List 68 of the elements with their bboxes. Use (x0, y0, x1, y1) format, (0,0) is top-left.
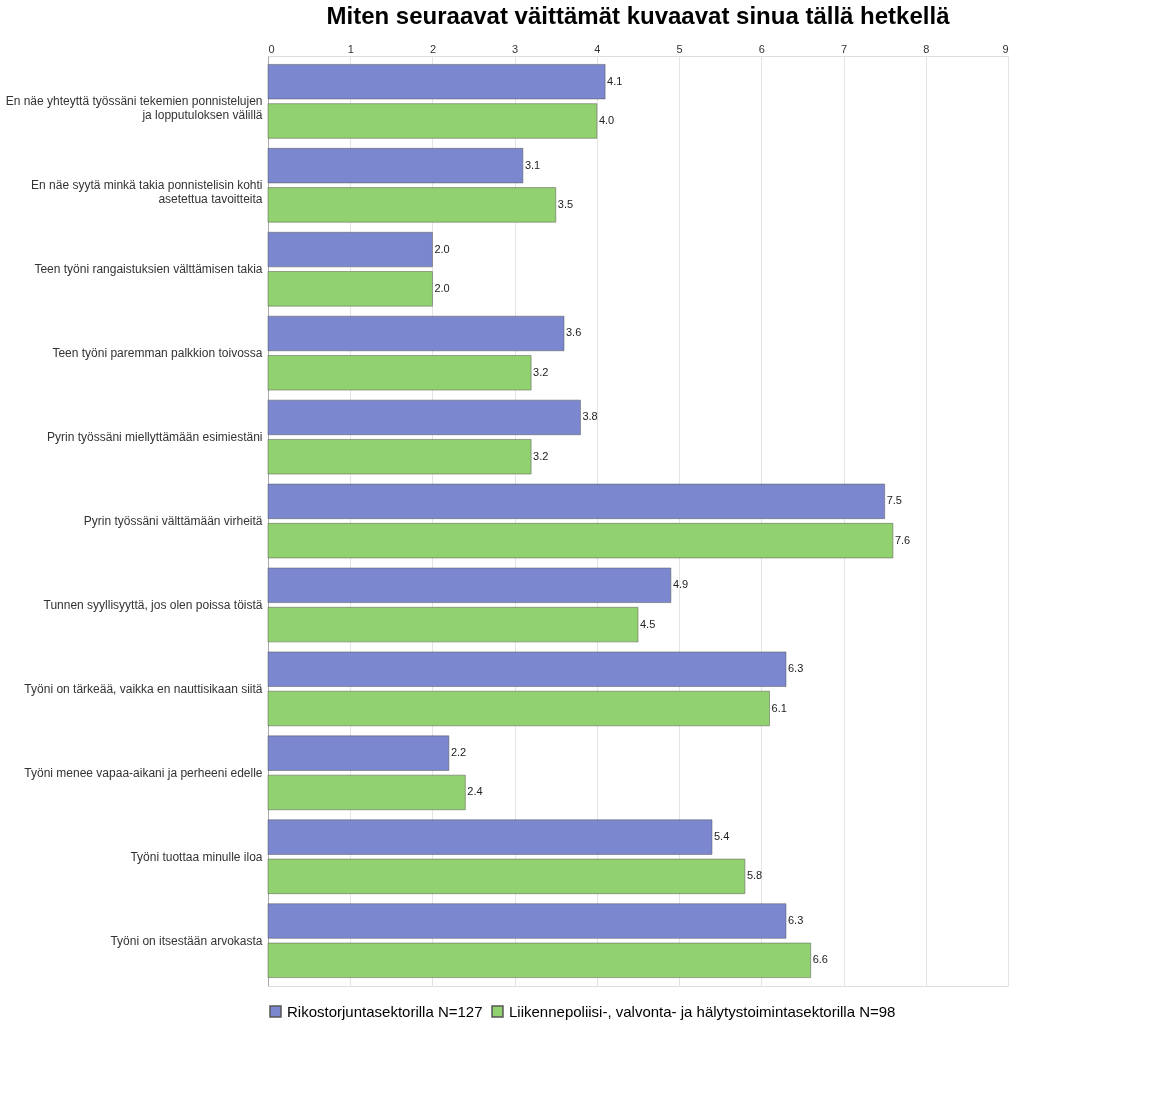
data-label: 3.2 (533, 449, 549, 462)
data-label: 2.4 (467, 785, 483, 798)
data-label: 3.5 (557, 197, 574, 210)
legend-label: Liikennepoliisi-, valvonta- ja hälytystoimintasektorilla N=98 (509, 1002, 896, 1020)
bar (267, 690, 770, 727)
data-label: 6.1 (771, 701, 787, 714)
data-label: 6.3 (788, 914, 804, 927)
legend-label: Rikostorjuntasektorilla N=127 (287, 1002, 483, 1020)
data-label: 2.0 (434, 281, 450, 294)
data-label: 5.4 (714, 830, 730, 843)
data-label: 6.6 (812, 953, 828, 966)
y-tick-label: Työni on itsestään arvokasta (110, 933, 263, 948)
bar (267, 399, 581, 435)
bar (267, 651, 787, 687)
bar (267, 858, 746, 894)
data-label: 2.0 (434, 242, 450, 255)
y-tick-label: Työni tuottaa minulle iloa (130, 849, 263, 864)
bar (267, 483, 885, 519)
x-tick-label: 8 (923, 42, 930, 55)
data-label: 7.5 (886, 494, 902, 507)
bar (267, 103, 598, 139)
y-tick-label: Tunnen syyllisyyttä, jos olen poissa töistä (43, 597, 263, 612)
x-tick-label: 5 (676, 42, 683, 55)
data-label: 3.2 (533, 365, 549, 378)
bar (267, 232, 433, 268)
y-tick-label: Työni menee vapaa-aikani ja perheeni edelle (24, 765, 263, 780)
bar (267, 355, 532, 391)
data-label: 5.8 (746, 869, 763, 882)
data-label: 3.1 (524, 158, 541, 171)
y-tick-label: En näe yhteyttä työssäni tekemien ponnistelujen ja lopputuloksen välillä (5, 94, 263, 123)
bar (267, 735, 450, 771)
bar (267, 567, 672, 603)
data-label: 4.9 (672, 578, 689, 591)
bar (267, 903, 787, 939)
data-label: 4.1 (607, 74, 623, 87)
x-tick-label: 2 (429, 42, 437, 55)
bar (267, 819, 713, 855)
x-tick-label: 3 (512, 42, 519, 55)
data-label: 3.6 (566, 326, 582, 339)
x-tick-label: 4 (594, 42, 601, 55)
data-label: 6.3 (788, 662, 804, 675)
bar (267, 315, 565, 352)
data-label: 4.0 (598, 113, 615, 126)
y-tick-label: Pyrin työssäni miellyttämään esimiestäni (47, 430, 263, 445)
bar (267, 774, 466, 810)
bar (267, 942, 811, 978)
x-tick-label: 6 (758, 42, 765, 55)
bar (267, 64, 606, 100)
data-label: 7.6 (894, 533, 911, 546)
bar (267, 607, 639, 643)
y-tick-label: Teen työni paremman palkkion toivossa (52, 346, 263, 361)
x-tick-label: 0 (268, 42, 275, 55)
bar (267, 271, 433, 307)
x-tick-label: 7 (840, 42, 848, 55)
x-tick-label: 1 (347, 42, 354, 55)
data-label: 2.2 (450, 746, 467, 759)
y-tick-label: Pyrin työssäni välttämään virheitä (83, 514, 263, 528)
y-tick-label: En näe syytä minkä takia ponnistelisin kohti asetettua tavoitteita (31, 178, 263, 207)
y-tick-label: Teen työni rangaistuksien välttämisen takia (34, 262, 263, 277)
bar (267, 523, 894, 559)
data-label: 4.5 (640, 617, 656, 630)
bar (267, 148, 524, 184)
chart-title: Miten seuraavat väittämät kuvaavat sinua tällä hetkellä (326, 2, 951, 29)
x-tick-label: 9 (1002, 42, 1009, 55)
data-label: 3.8 (582, 410, 598, 423)
y-tick-label: Työni on tärkeää, vaikka en nauttisikaan siitä (24, 681, 263, 696)
bar (267, 187, 557, 223)
bar (267, 439, 532, 475)
